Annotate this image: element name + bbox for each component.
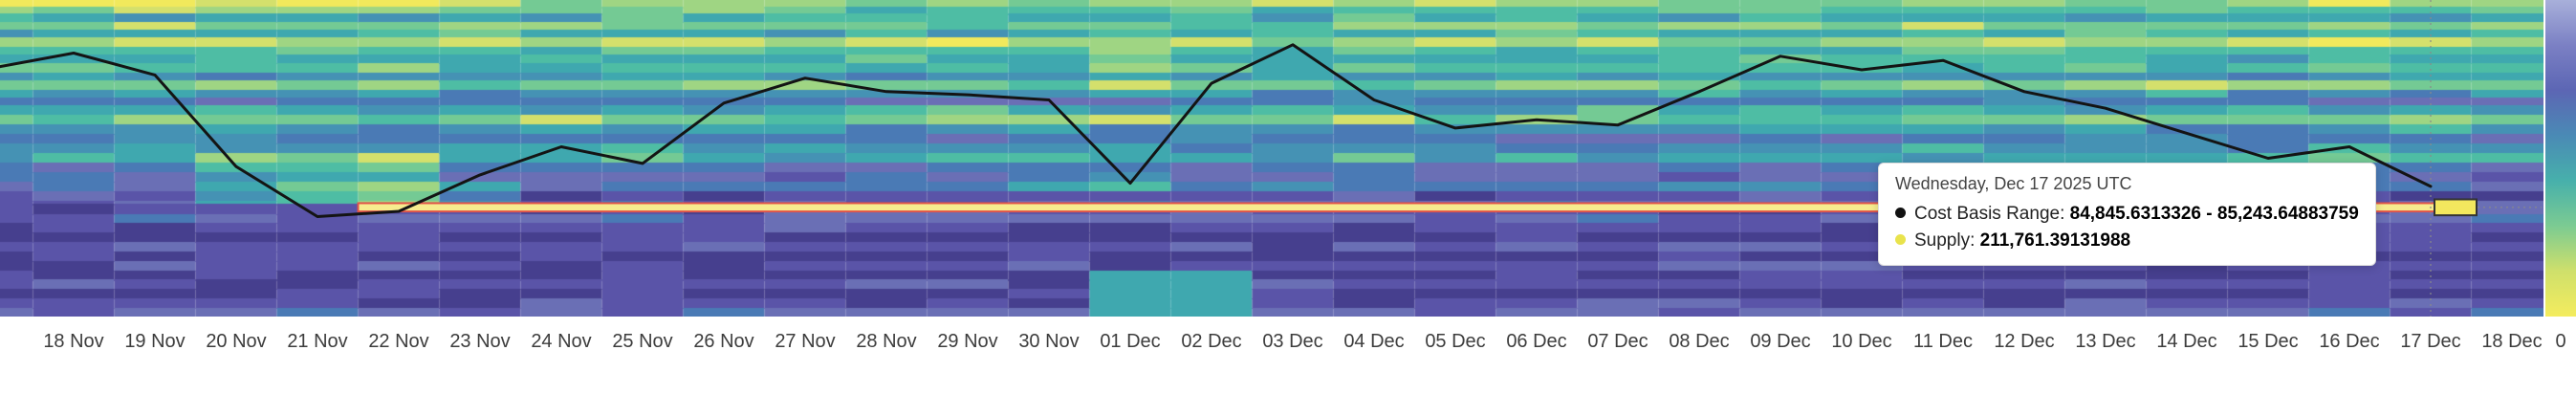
- x-axis-label: 11 Dec: [1913, 331, 1973, 352]
- x-axis-label: 22 Nov: [368, 331, 429, 352]
- tooltip-supply-value: 211,761.39131988: [1979, 230, 2131, 251]
- x-axis-label: 01 Dec: [1100, 331, 1161, 352]
- x-axis-label: 20 Nov: [206, 331, 267, 352]
- tooltip-date: Wednesday, Dec 17 2025 UTC: [1895, 174, 2132, 193]
- colorbar-tick-label: 0: [2555, 331, 2566, 352]
- x-axis-label: 06 Dec: [1506, 331, 1567, 352]
- cost-basis-marker-icon: [1895, 208, 1906, 218]
- tooltip-supply-label: Supply:: [1914, 230, 1980, 251]
- tooltip-cost-basis-value: 84,845.6313326 - 85,243.64883759: [2069, 204, 2359, 224]
- tooltip: Wednesday, Dec 17 2025 UTC Cost Basis Ra…: [1878, 163, 2376, 267]
- x-axis-label: 12 Dec: [1994, 331, 2055, 352]
- x-axis-label: 15 Dec: [2238, 331, 2299, 352]
- x-axis-label: 05 Dec: [1425, 331, 1486, 352]
- x-axis-label: 30 Nov: [1018, 331, 1080, 352]
- x-axis-label: 27 Nov: [775, 331, 836, 352]
- x-axis-label: 13 Dec: [2075, 331, 2136, 352]
- tooltip-cost-basis-row: Cost Basis Range: 84,845.6313326 - 85,24…: [1895, 201, 2359, 228]
- x-axis-label: 28 Nov: [856, 331, 917, 352]
- x-axis-label: 18 Dec: [2481, 331, 2543, 352]
- x-axis-label: 16 Dec: [2319, 331, 2380, 352]
- x-axis-label: 14 Dec: [2156, 331, 2217, 352]
- x-axis-label: 07 Dec: [1587, 331, 1648, 352]
- x-axis-label: 09 Dec: [1750, 331, 1811, 352]
- x-axis-label: 03 Dec: [1262, 331, 1323, 352]
- tooltip-cost-basis-label: Cost Basis Range:: [1914, 204, 2070, 224]
- x-axis-label: 10 Dec: [1831, 331, 1892, 352]
- x-axis-label: 25 Nov: [612, 331, 673, 352]
- x-axis-label: 17 Dec: [2400, 331, 2461, 352]
- x-axis-label: 08 Dec: [1669, 331, 1730, 352]
- tooltip-supply-row: Supply: 211,761.39131988: [1895, 228, 2359, 254]
- x-axis-label: 23 Nov: [449, 331, 511, 352]
- x-axis-label: 19 Nov: [124, 331, 186, 352]
- hovered-supply-cell: [2434, 198, 2478, 217]
- x-axis-label: 21 Nov: [287, 331, 348, 352]
- x-axis-label: 04 Dec: [1343, 331, 1405, 352]
- x-axis: 18 Nov 19 Nov 20 Nov 21 Nov 22 Nov 23 Nov 24 N…: [0, 317, 2576, 394]
- x-axis-label: 29 Nov: [937, 331, 998, 352]
- colorbar: [2545, 0, 2576, 317]
- supply-marker-icon: [1895, 233, 1906, 245]
- price-line: [0, 43, 2433, 218]
- x-axis-label: 26 Nov: [693, 331, 754, 352]
- x-axis-label: 18 Nov: [43, 331, 104, 352]
- x-axis-label: 02 Dec: [1181, 331, 1242, 352]
- x-axis-label: 24 Nov: [531, 331, 592, 352]
- heatmap-plot-area[interactable]: Wednesday, Dec 17 2025 UTC Cost Basis Ra…: [0, 0, 2543, 317]
- chart-overlay: [0, 0, 2542, 317]
